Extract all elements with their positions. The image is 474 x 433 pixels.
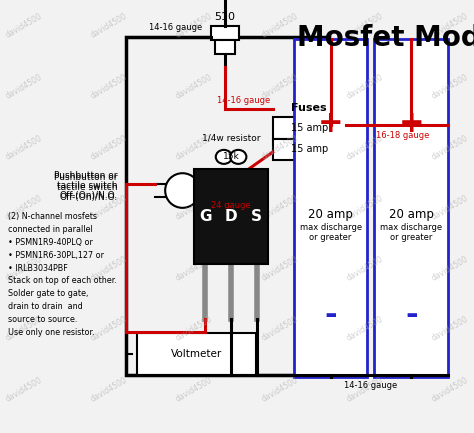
Text: 16-18 gauge: 16-18 gauge — [376, 131, 429, 140]
Text: Mosfet Mod: Mosfet Mod — [297, 24, 474, 52]
Text: david4500: david4500 — [430, 254, 470, 283]
Text: david4500: david4500 — [430, 133, 470, 162]
Text: max discharge
or greater: max discharge or greater — [300, 223, 362, 242]
Text: D: D — [225, 209, 237, 224]
Text: david4500: david4500 — [4, 315, 44, 343]
Text: david4500: david4500 — [345, 12, 385, 40]
Text: +: + — [398, 109, 424, 138]
Text: 15 amp: 15 amp — [291, 123, 328, 133]
Text: david4500: david4500 — [430, 72, 470, 101]
Text: david4500: david4500 — [345, 133, 385, 162]
Text: 20 amp: 20 amp — [389, 208, 434, 221]
Text: david4500: david4500 — [4, 133, 44, 162]
Text: david4500: david4500 — [345, 254, 385, 283]
Text: david4500: david4500 — [4, 72, 44, 101]
Text: david4500: david4500 — [260, 12, 300, 40]
Text: max discharge
or greater: max discharge or greater — [380, 223, 442, 242]
Ellipse shape — [230, 150, 246, 164]
Bar — [273, 139, 346, 160]
Text: Pushbutton or
tactile switch
Off-(On)/N.O.: Pushbutton or tactile switch Off-(On)/N.… — [54, 171, 118, 200]
Bar — [211, 26, 239, 40]
Text: 1/4w resistor: 1/4w resistor — [202, 134, 260, 143]
Text: S: S — [251, 209, 262, 224]
Text: david4500: david4500 — [4, 194, 44, 222]
Text: david4500: david4500 — [430, 315, 470, 343]
Text: david4500: david4500 — [4, 375, 44, 404]
Bar — [126, 37, 329, 375]
Text: david4500: david4500 — [174, 315, 214, 343]
Text: david4500: david4500 — [260, 315, 300, 343]
Text: -: - — [324, 301, 337, 330]
Bar — [194, 169, 268, 264]
Text: 24 gauge: 24 gauge — [211, 200, 251, 210]
Text: 15 amp: 15 amp — [291, 144, 328, 155]
Text: 510: 510 — [215, 12, 236, 22]
Text: Voltmeter: Voltmeter — [171, 349, 222, 359]
Ellipse shape — [216, 150, 232, 164]
Text: david4500: david4500 — [345, 375, 385, 404]
Text: david4500: david4500 — [4, 12, 44, 40]
Text: -: - — [405, 301, 418, 330]
Text: david4500: david4500 — [89, 254, 129, 283]
Text: david4500: david4500 — [260, 254, 300, 283]
Bar — [374, 39, 448, 377]
Text: david4500: david4500 — [89, 375, 129, 404]
Text: 20 amp: 20 amp — [308, 208, 353, 221]
Text: david4500: david4500 — [430, 375, 470, 404]
Bar — [273, 117, 346, 139]
Text: david4500: david4500 — [260, 133, 300, 162]
Text: david4500: david4500 — [89, 133, 129, 162]
Bar — [294, 39, 367, 377]
Text: david4500: david4500 — [345, 315, 385, 343]
Text: david4500: david4500 — [174, 254, 214, 283]
Text: (2) N-channel mosfets
connected in parallel
• PSMN1R9-40PLQ or
• PSMN1R6-30PL,12: (2) N-channel mosfets connected in paral… — [8, 212, 117, 337]
Text: david4500: david4500 — [174, 194, 214, 222]
Text: david4500: david4500 — [260, 194, 300, 222]
Text: +: + — [318, 109, 344, 138]
Text: david4500: david4500 — [4, 254, 44, 283]
Text: david4500: david4500 — [345, 194, 385, 222]
Text: david4500: david4500 — [89, 315, 129, 343]
Text: G: G — [199, 209, 211, 224]
Text: david4500: david4500 — [260, 72, 300, 101]
Text: david4500: david4500 — [174, 133, 214, 162]
Text: david4500: david4500 — [345, 72, 385, 101]
Text: david4500: david4500 — [89, 72, 129, 101]
Text: david4500: david4500 — [430, 12, 470, 40]
Text: david4500: david4500 — [174, 72, 214, 101]
Bar — [137, 333, 256, 375]
Text: david4500: david4500 — [260, 375, 300, 404]
Text: Pushbutton or
tactile switch
Off-(On)/N.O.: Pushbutton or tactile switch Off-(On)/N.… — [54, 172, 118, 202]
Text: david4500: david4500 — [89, 12, 129, 40]
Text: david4500: david4500 — [174, 12, 214, 40]
Text: 14-16 gauge: 14-16 gauge — [344, 381, 398, 390]
Text: 14-16 gauge: 14-16 gauge — [217, 96, 271, 105]
Text: david4500: david4500 — [174, 375, 214, 404]
Text: david4500: david4500 — [89, 194, 129, 222]
Text: Fuses: Fuses — [292, 103, 327, 113]
Text: 15k: 15k — [223, 152, 239, 162]
Circle shape — [165, 173, 200, 208]
Text: 14-16 gauge: 14-16 gauge — [149, 23, 202, 32]
Bar — [215, 40, 235, 54]
Text: david4500: david4500 — [430, 194, 470, 222]
